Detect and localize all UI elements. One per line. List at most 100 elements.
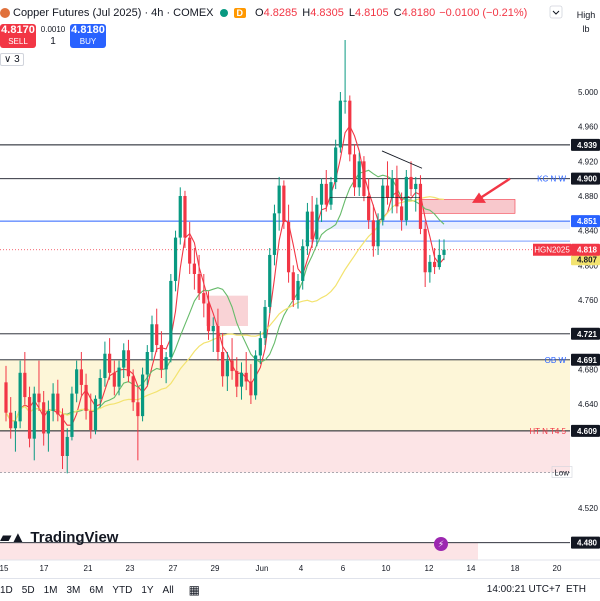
timeframe-3m[interactable]: 3M — [66, 584, 81, 596]
candle-52[interactable] — [249, 364, 253, 404]
candle-76[interactable] — [362, 156, 366, 202]
candle-28[interactable] — [136, 386, 140, 461]
candle-79[interactable] — [376, 213, 380, 255]
candle-6[interactable] — [32, 386, 36, 461]
candle-65[interactable] — [310, 196, 314, 248]
candle-4[interactable] — [23, 352, 27, 404]
candle-1[interactable] — [9, 397, 13, 439]
candle-78[interactable] — [371, 204, 375, 257]
candle-45[interactable] — [216, 308, 220, 361]
candle-7[interactable] — [37, 360, 41, 411]
symbol-title[interactable]: Copper Futures (Jul 2025) · 4h · COMEX — [0, 7, 214, 19]
candle-22[interactable] — [108, 338, 112, 380]
candle-77[interactable] — [367, 178, 371, 229]
candle-61[interactable] — [291, 265, 295, 307]
candle-47[interactable] — [225, 352, 229, 391]
candle-91[interactable] — [432, 248, 437, 274]
candle-15[interactable] — [75, 360, 79, 403]
red-arrow-head[interactable] — [472, 192, 486, 203]
candle-82[interactable] — [390, 170, 394, 214]
candle-68[interactable] — [324, 170, 328, 212]
candle-5[interactable] — [27, 386, 32, 448]
candle-37[interactable] — [178, 187, 182, 245]
candle-39[interactable] — [188, 222, 192, 274]
candle-46[interactable] — [221, 332, 225, 387]
candle-56[interactable] — [268, 248, 272, 313]
candle-18[interactable] — [89, 393, 93, 439]
candle-0[interactable] — [4, 365, 8, 422]
candle-51[interactable] — [244, 352, 248, 391]
candle-71[interactable] — [338, 92, 342, 153]
indicators-toggle-button[interactable]: ∨ 3 — [0, 53, 24, 66]
candle-87[interactable] — [414, 176, 418, 212]
timeframe-1d[interactable]: 1D — [0, 584, 13, 596]
candle-54[interactable] — [258, 331, 262, 365]
candle-21[interactable] — [103, 341, 107, 387]
candle-86[interactable] — [409, 161, 413, 196]
candle-12[interactable] — [60, 408, 65, 469]
sell-button[interactable]: 4.8170 SELL — [0, 24, 36, 48]
candle-75[interactable] — [357, 152, 361, 196]
candle-89[interactable] — [423, 222, 427, 287]
candle-35[interactable] — [169, 274, 173, 363]
candle-17[interactable] — [84, 373, 88, 420]
candle-26[interactable] — [126, 339, 131, 383]
candle-80[interactable] — [381, 178, 385, 226]
candle-55[interactable] — [263, 300, 267, 346]
candle-34[interactable] — [164, 352, 168, 384]
candle-23[interactable] — [112, 360, 116, 396]
timeframe-1y[interactable]: 1Y — [141, 584, 154, 596]
trend-line[interactable] — [381, 150, 423, 169]
clock-display[interactable]: 14:00:21 UTC+7 ETH — [486, 584, 586, 595]
candle-2[interactable] — [13, 410, 18, 452]
candle-32[interactable] — [155, 308, 159, 352]
candle-41[interactable] — [197, 254, 201, 300]
candle-44[interactable] — [211, 317, 215, 352]
buy-button[interactable]: 4.8180 BUY — [70, 24, 106, 48]
bottom-zone[interactable] — [0, 542, 478, 560]
candle-50[interactable] — [239, 362, 244, 400]
candle-27[interactable] — [131, 369, 135, 411]
candle-13[interactable] — [65, 428, 69, 474]
candle-42[interactable] — [202, 274, 206, 318]
candle-73[interactable] — [348, 95, 352, 162]
calendar-icon[interactable]: ▦ — [188, 583, 201, 597]
candle-25[interactable] — [122, 343, 126, 378]
timeframe-6m[interactable]: 6M — [89, 584, 104, 596]
candle-69[interactable] — [329, 176, 333, 210]
candle-14[interactable] — [70, 386, 74, 441]
candle-20[interactable] — [98, 369, 102, 408]
candle-90[interactable] — [428, 254, 432, 283]
candle-19[interactable] — [93, 395, 98, 435]
candle-84[interactable] — [400, 192, 404, 231]
chevron-collapse-icon[interactable] — [549, 5, 563, 19]
candle-72[interactable] — [343, 40, 347, 114]
candle-8[interactable] — [42, 391, 46, 446]
candle-64[interactable] — [305, 202, 310, 255]
lower-zone[interactable] — [0, 430, 570, 473]
candle-63[interactable] — [301, 239, 305, 290]
candle-31[interactable] — [150, 315, 154, 361]
chevron-down-icon[interactable] — [552, 10, 560, 15]
candle-66[interactable] — [315, 197, 319, 247]
candle-93[interactable] — [442, 239, 446, 261]
candle-40[interactable] — [192, 248, 196, 290]
scale-mode-label[interactable]: High — [576, 10, 596, 20]
candle-30[interactable] — [145, 345, 149, 385]
quantity-field[interactable]: 0.0010 1 — [36, 24, 70, 48]
candle-62[interactable] — [296, 274, 300, 309]
candle-67[interactable] — [319, 178, 324, 222]
red-arrow-shaft[interactable] — [477, 177, 511, 201]
candle-83[interactable] — [395, 165, 399, 214]
lightning-icon[interactable]: ⚡ — [434, 537, 448, 551]
timeframe-1m[interactable]: 1M — [43, 584, 58, 596]
timeframe-ytd[interactable]: YTD — [112, 584, 133, 596]
tradingview-logo[interactable]: ▰▲ TradingView — [0, 528, 119, 547]
candle-74[interactable] — [352, 144, 357, 196]
candle-10[interactable] — [51, 383, 55, 422]
candle-48[interactable] — [230, 338, 234, 380]
candle-58[interactable] — [277, 176, 281, 231]
candle-70[interactable] — [334, 139, 338, 190]
candle-49[interactable] — [235, 357, 239, 398]
fvg-zone[interactable] — [305, 221, 570, 229]
